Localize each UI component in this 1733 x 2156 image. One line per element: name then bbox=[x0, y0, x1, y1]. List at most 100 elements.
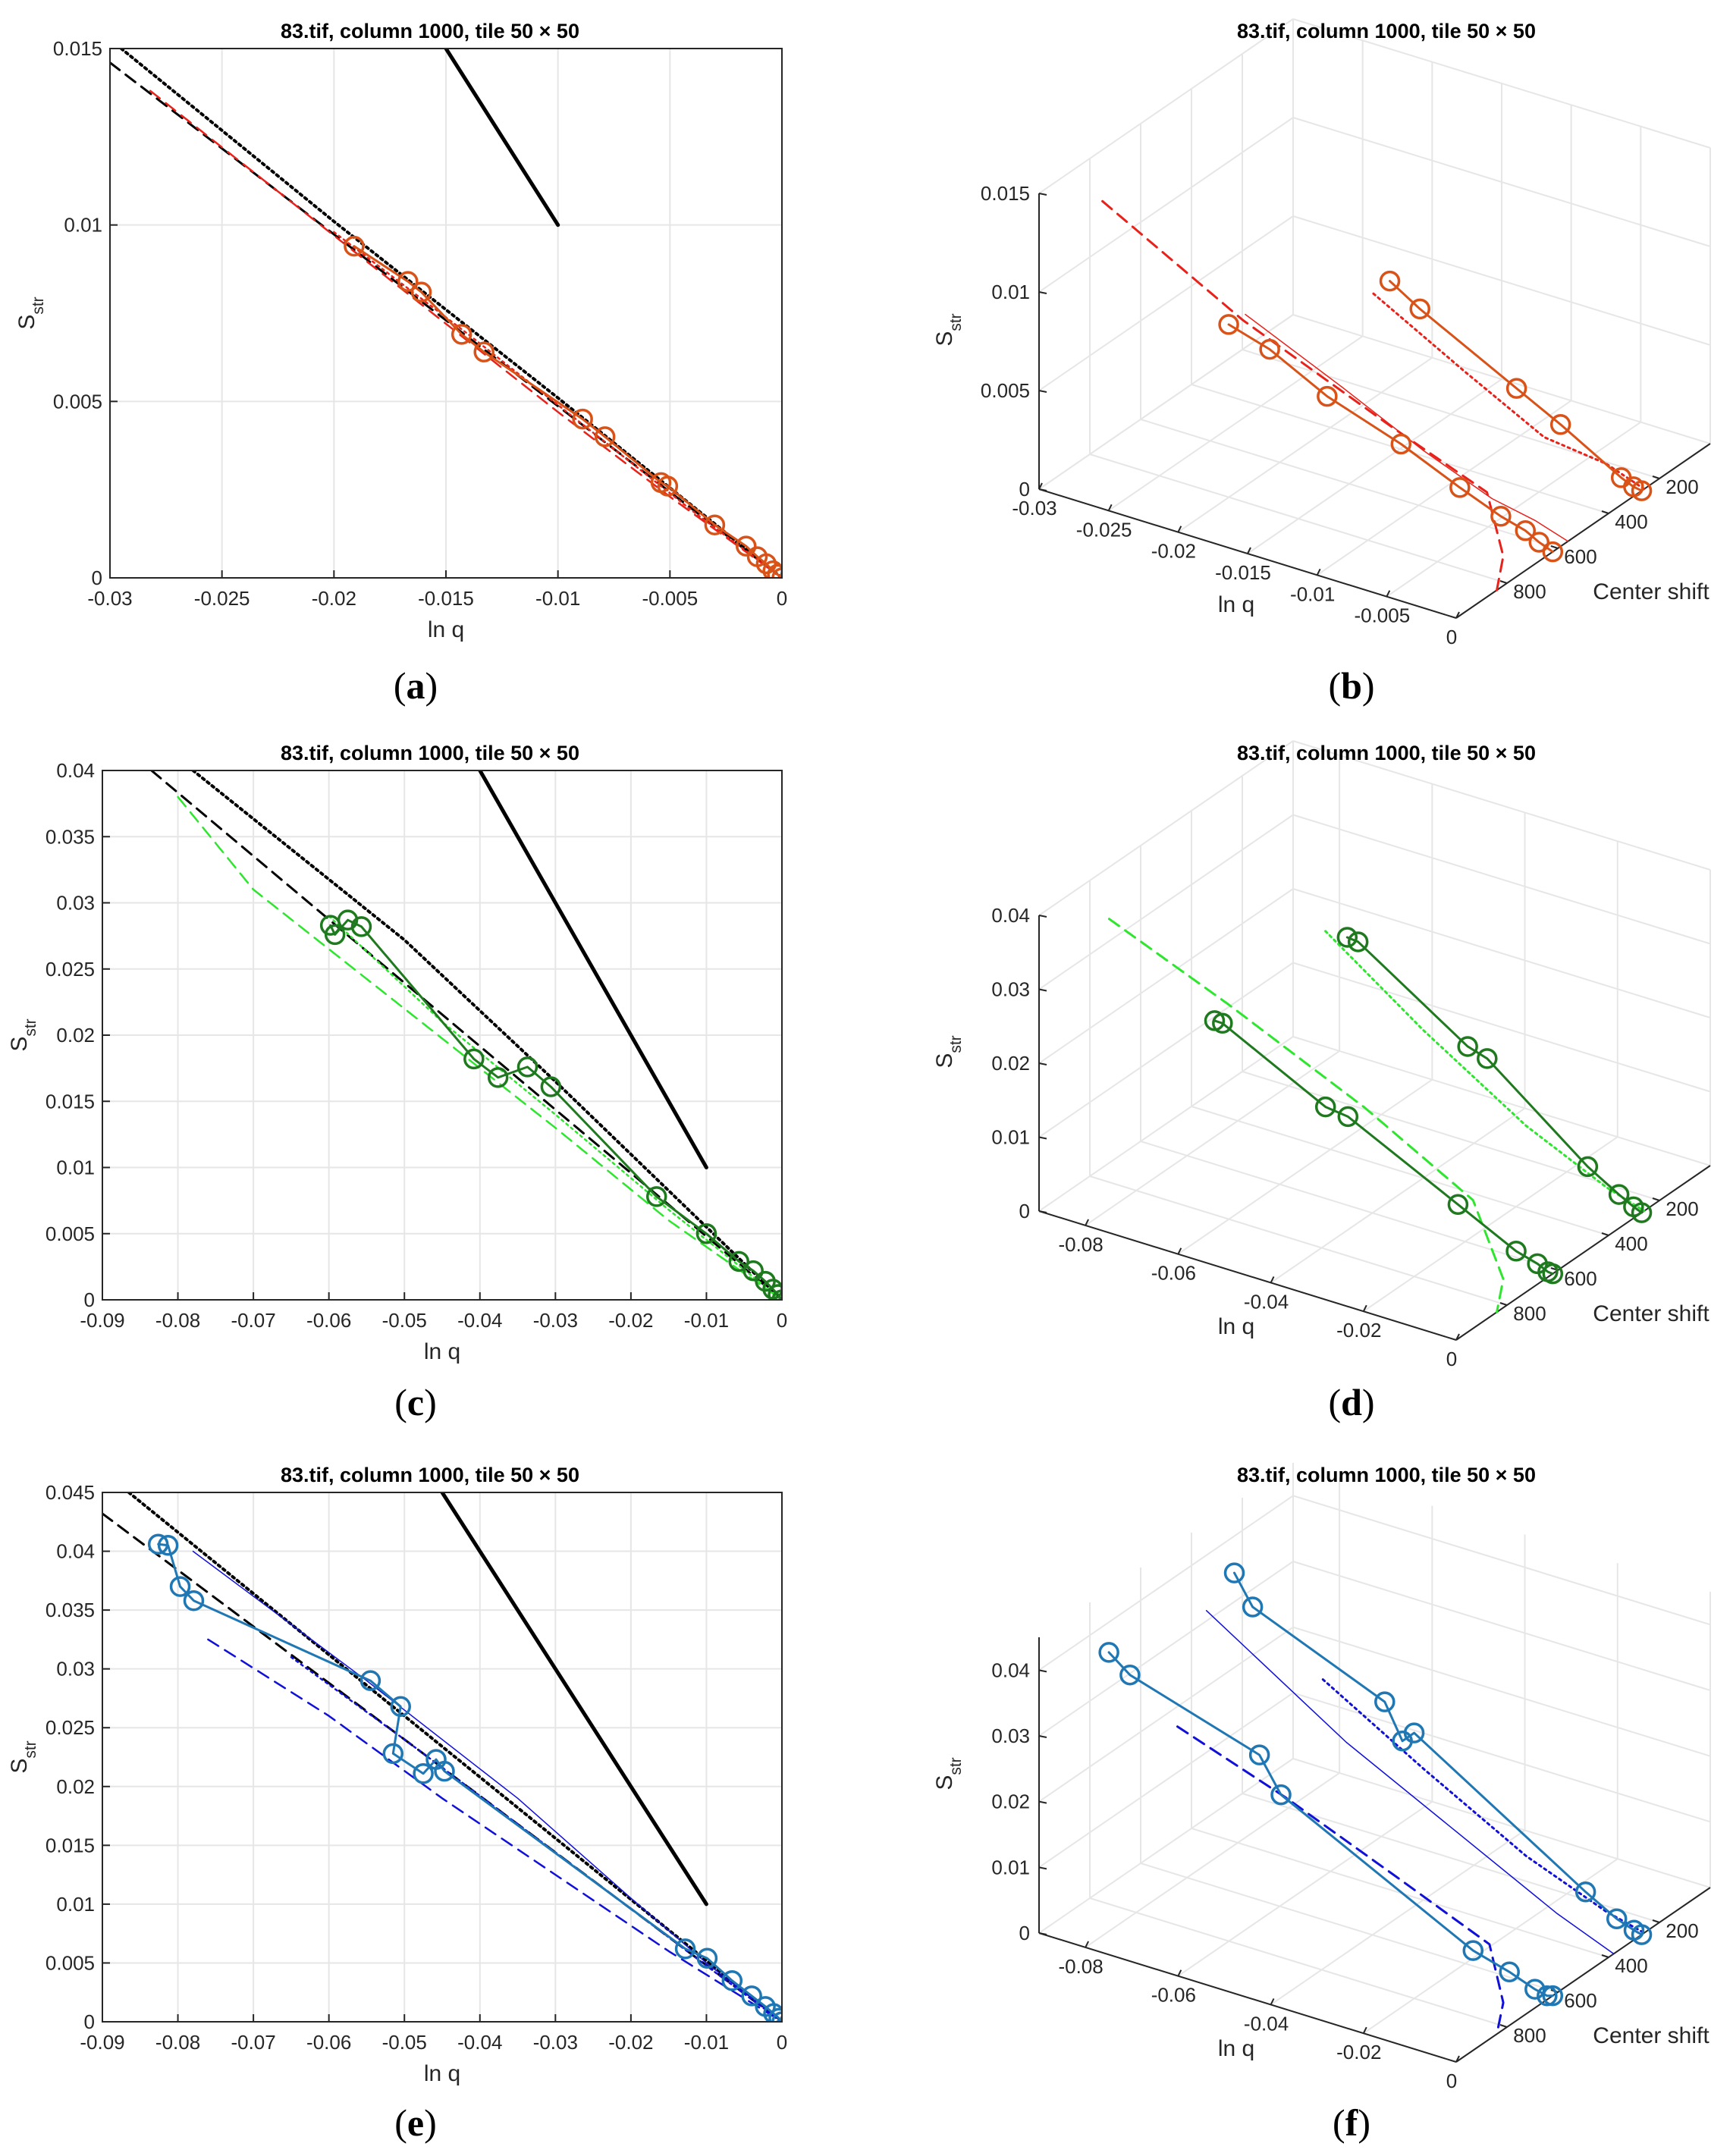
data-marker bbox=[1542, 1985, 1564, 2007]
wall-gridline-z bbox=[1292, 814, 1711, 945]
data-marker bbox=[1515, 519, 1537, 541]
data-marker bbox=[390, 1696, 411, 1718]
x-axis-label: ln q bbox=[1218, 2036, 1254, 2061]
data-marker bbox=[1270, 1784, 1292, 1806]
data-marker bbox=[594, 426, 616, 447]
y-tick bbox=[1601, 1954, 1609, 1958]
floor-gridline-x bbox=[1085, 1772, 1340, 1948]
data-marker bbox=[1390, 433, 1412, 455]
data-marker bbox=[1314, 1096, 1336, 1118]
wall-gridline-z bbox=[1292, 1561, 1711, 1691]
wall-gridline-z bbox=[1292, 962, 1711, 1093]
wall-gridline-z bbox=[1038, 314, 1294, 490]
y-tick-label: 800 bbox=[1513, 2024, 1546, 2047]
x-tick-label: -0.03 bbox=[1012, 497, 1056, 519]
z-tick bbox=[1038, 1136, 1047, 1140]
data-marker bbox=[359, 1670, 381, 1691]
floor-gridline-y bbox=[1140, 419, 1559, 549]
series-line bbox=[1245, 313, 1569, 542]
y-axis bbox=[1455, 1165, 1711, 1341]
y-tick-label: 0.015 bbox=[46, 1834, 95, 1856]
x-tick-label: -0.03 bbox=[533, 1309, 578, 1332]
z-tick bbox=[1038, 915, 1047, 918]
series-line bbox=[177, 796, 782, 1300]
data-marker bbox=[1631, 1202, 1653, 1223]
chart-title: 83.tif, column 1000, tile 50 × 50 bbox=[1237, 742, 1536, 764]
data-marker bbox=[657, 475, 679, 497]
x-tick-label: -0.015 bbox=[1215, 561, 1271, 584]
y-axis-label: Center shift bbox=[1593, 579, 1709, 604]
y-tick-label: 0.045 bbox=[46, 1481, 95, 1504]
wall-gridline-z bbox=[1038, 1495, 1294, 1671]
x-tick bbox=[1386, 590, 1391, 598]
y-axis bbox=[1455, 443, 1711, 619]
x-tick bbox=[1270, 1998, 1275, 2005]
data-marker bbox=[434, 1760, 455, 1782]
z-tick-label: 0 bbox=[1019, 1200, 1030, 1222]
y-tick bbox=[1652, 1919, 1660, 1923]
x-tick-label: -0.08 bbox=[1058, 1233, 1103, 1256]
x-tick-label: 0 bbox=[1446, 2070, 1457, 2092]
x-axis bbox=[1038, 1932, 1457, 2063]
x-tick-label: -0.015 bbox=[418, 587, 474, 610]
series-line bbox=[149, 89, 782, 578]
x-tick-label: -0.02 bbox=[312, 587, 356, 610]
floor-gridline-x bbox=[1270, 1107, 1526, 1284]
data-marker bbox=[1457, 1036, 1478, 1057]
data-marker bbox=[1259, 338, 1280, 360]
data-marker bbox=[1374, 1691, 1396, 1712]
series-line bbox=[1101, 199, 1505, 592]
floor-gridline-y bbox=[1191, 1106, 1609, 1236]
data-marker bbox=[742, 1260, 764, 1282]
chart-panel-c: -0.09 -0.08 -0.07 -0.06 -0.05 -0.04 -0.03 -0.02… bbox=[7, 742, 787, 1364]
panel-label-b: (b) bbox=[1328, 664, 1375, 707]
series-line bbox=[1213, 1019, 1554, 1276]
chart-title: 83.tif, column 1000, tile 50 × 50 bbox=[281, 1464, 579, 1486]
z-tick bbox=[1038, 1800, 1047, 1804]
z-tick bbox=[1038, 390, 1047, 393]
data-marker bbox=[721, 1969, 743, 1991]
series-line bbox=[110, 61, 782, 578]
y-tick-label: 800 bbox=[1513, 580, 1546, 603]
y-tick bbox=[1652, 475, 1660, 479]
wall-gridline-z bbox=[1038, 888, 1294, 1064]
floor-gridline-x bbox=[1270, 1829, 1526, 2006]
wall-gridline-z bbox=[1038, 740, 1294, 916]
data-marker bbox=[741, 1985, 762, 2007]
series-group bbox=[150, 770, 782, 1300]
y-tick-label: 600 bbox=[1564, 1267, 1596, 1290]
y-tick bbox=[1601, 510, 1609, 514]
z-tick-label: 0.005 bbox=[981, 379, 1030, 402]
panel-label-e: (e) bbox=[394, 2101, 437, 2144]
wall-gridline-z bbox=[1292, 1495, 1711, 1626]
x-tick-label: -0.06 bbox=[306, 1309, 351, 1332]
wall-gridline-z bbox=[1292, 1036, 1711, 1166]
floor-gridline-x bbox=[1108, 335, 1364, 512]
data-marker bbox=[413, 1762, 434, 1784]
y-tick-label: 0.015 bbox=[53, 37, 102, 60]
data-marker bbox=[755, 553, 777, 575]
wall-gridline-z bbox=[1292, 1626, 1711, 1757]
y-tick-label: 0.02 bbox=[56, 1024, 95, 1047]
y-tick-label: 200 bbox=[1666, 1197, 1698, 1220]
x-tick-label: -0.005 bbox=[642, 587, 698, 610]
data-marker bbox=[1549, 414, 1571, 435]
x-tick-label: -0.08 bbox=[155, 1309, 200, 1332]
data-marker bbox=[382, 1743, 404, 1765]
z-tick bbox=[1038, 1932, 1047, 1935]
data-marker bbox=[540, 1076, 562, 1097]
y-tick-label: 0.04 bbox=[56, 1540, 95, 1563]
data-marker bbox=[1499, 1961, 1520, 1983]
z-tick bbox=[1038, 193, 1047, 196]
data-marker bbox=[728, 1251, 750, 1273]
floor-gridline-y bbox=[1191, 384, 1609, 514]
wall-gridline-z bbox=[1038, 215, 1294, 391]
y-tick-label: 0.03 bbox=[56, 892, 95, 915]
data-marker bbox=[1577, 1156, 1599, 1178]
wall-gridline-z bbox=[1038, 1561, 1294, 1737]
wall-gridline-z bbox=[1292, 1758, 1711, 1888]
y-tick-label: 600 bbox=[1564, 1989, 1596, 2012]
panel-label-c: (c) bbox=[394, 1381, 437, 1423]
floor-gridline-y bbox=[1089, 1897, 1508, 2028]
